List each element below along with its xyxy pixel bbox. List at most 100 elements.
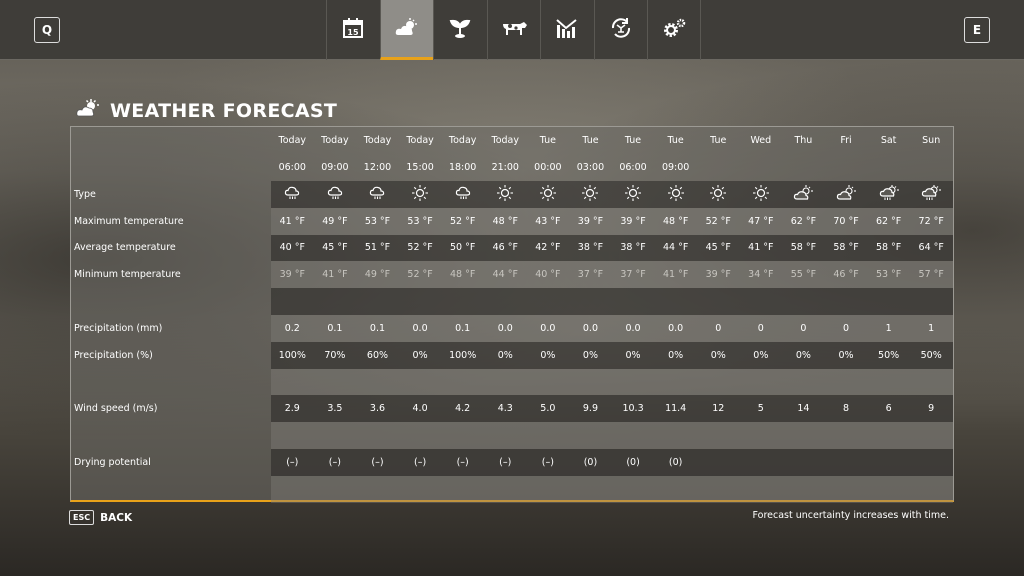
value-cell: 0.0 <box>540 322 556 334</box>
times-cell: 06:00 <box>278 161 306 173</box>
value-cell: 0.0 <box>412 322 428 334</box>
partly-cloudy-icon <box>836 184 857 205</box>
value-cell: (–) <box>286 456 299 468</box>
value-cell: 40 °F <box>279 242 305 254</box>
tab-calendar[interactable]: 15 <box>326 0 380 60</box>
value-cell: 58 °F <box>790 242 817 254</box>
value-cell: 48 °F <box>492 215 518 227</box>
value-cell: 52 °F <box>705 215 731 227</box>
rain-icon <box>368 184 386 205</box>
value-cell: 52 °F <box>407 242 433 254</box>
times-cell: 09:00 <box>321 161 349 173</box>
row-maximum-temperature: Maximum temperature 41 °F 49 °F 53 °F 53 °F 5… <box>71 207 953 235</box>
value-cell <box>441 369 484 396</box>
weather-icon <box>395 17 419 41</box>
value-cell: 38 °F <box>620 242 646 254</box>
menu-tabs: 15 <box>326 0 701 60</box>
back-button[interactable]: ESC BACK <box>69 510 132 525</box>
prev-page-key-button[interactable]: Q <box>34 17 60 43</box>
value-cell <box>867 476 910 503</box>
weather-type-cell <box>782 181 825 208</box>
value-cell <box>867 449 910 476</box>
value-cell <box>356 476 399 503</box>
value-cell: 9 <box>928 403 935 415</box>
weather-type-cell <box>825 181 868 208</box>
value-cell: 41 °F <box>279 215 305 227</box>
calendar-icon: 15 <box>342 17 364 43</box>
value-cell <box>825 449 868 476</box>
value-cell: 4.2 <box>455 403 471 415</box>
times-cell: 18:00 <box>448 161 477 173</box>
value-cell <box>612 369 655 396</box>
value-cell <box>910 288 953 315</box>
value-cell: 6 <box>885 403 892 415</box>
value-cell: 62 °F <box>790 215 817 227</box>
value-cell: 0% <box>668 349 684 361</box>
weather-type-cell <box>654 181 697 208</box>
value-cell <box>697 369 740 396</box>
forecast-note: Forecast uncertainty increases with time… <box>752 510 949 521</box>
days-cell: Today <box>491 134 519 146</box>
row-label: Drying potential <box>74 456 151 468</box>
weather-type-cell <box>271 181 314 208</box>
value-cell: (0) <box>626 456 640 468</box>
value-cell: 0.1 <box>455 322 471 334</box>
value-cell: 64 °F <box>918 242 944 254</box>
value-cell: 46 °F <box>833 269 859 281</box>
value-cell: 50% <box>920 349 942 361</box>
value-cell: 5.0 <box>540 403 556 415</box>
value-cell <box>356 288 399 315</box>
value-cell: 39 °F <box>279 269 305 281</box>
value-cell <box>740 422 783 449</box>
value-cell: (0) <box>583 456 598 468</box>
value-cell: 53 °F <box>407 215 433 227</box>
value-cell: 5 <box>757 403 764 415</box>
value-cell <box>527 288 570 315</box>
tab-settings[interactable] <box>647 0 701 60</box>
value-cell <box>314 369 357 396</box>
value-cell: 58 °F <box>875 242 902 254</box>
sun-icon <box>411 184 429 205</box>
value-cell: 0.0 <box>625 322 641 334</box>
value-cell <box>654 476 697 503</box>
value-cell: (–) <box>456 456 469 468</box>
value-cell: 51 °F <box>364 242 391 254</box>
value-cell: 45 °F <box>705 242 731 254</box>
value-cell <box>910 369 953 396</box>
value-cell <box>654 369 697 396</box>
page-header: WEATHER FORECAST <box>76 98 337 123</box>
tab-contracts[interactable] <box>593 0 648 60</box>
value-cell: 0% <box>412 349 428 361</box>
value-cell: 41 °F <box>322 269 348 281</box>
row-label: Precipitation (mm) <box>74 322 163 334</box>
value-cell <box>569 422 612 449</box>
svg-text:15: 15 <box>348 28 360 37</box>
value-cell <box>867 288 910 315</box>
value-cell <box>782 449 825 476</box>
value-cell <box>484 476 527 503</box>
value-cell: 0.0 <box>668 322 684 334</box>
value-cell <box>569 476 612 503</box>
next-page-key-button[interactable]: E <box>964 17 990 43</box>
days-cell: Today <box>406 134 434 146</box>
row-label: Precipitation (%) <box>74 349 153 361</box>
value-cell <box>356 422 399 449</box>
value-cell: 44 °F <box>662 242 689 254</box>
tab-weather[interactable] <box>379 0 433 60</box>
times-cell <box>910 154 953 181</box>
days-cell: Fri <box>840 134 852 146</box>
tab-animals[interactable] <box>486 0 541 60</box>
value-cell <box>740 476 783 503</box>
value-cell: 100% <box>449 349 477 361</box>
top-menu-bar: Q 15 E <box>0 0 1024 60</box>
value-cell: 0 <box>715 322 722 334</box>
tab-crops[interactable] <box>433 0 487 60</box>
value-cell: 52 °F <box>450 215 476 227</box>
tab-statistics[interactable] <box>540 0 594 60</box>
value-cell: 48 °F <box>450 269 476 281</box>
value-cell <box>399 369 442 396</box>
weather-icon <box>76 98 100 123</box>
value-cell: 46 °F <box>492 242 518 254</box>
value-cell <box>527 422 570 449</box>
rain-icon <box>326 184 344 205</box>
